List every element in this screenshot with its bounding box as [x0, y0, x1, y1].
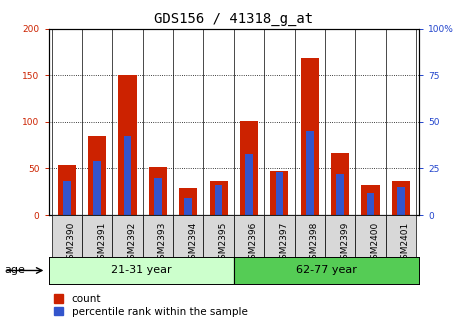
Text: age: age — [5, 265, 25, 276]
Bar — [119, 75, 137, 215]
Bar — [88, 136, 106, 215]
Text: GSM2396: GSM2396 — [249, 221, 258, 265]
FancyBboxPatch shape — [173, 215, 203, 257]
Bar — [63, 180, 71, 215]
Bar — [58, 165, 76, 215]
Bar — [336, 174, 344, 215]
FancyBboxPatch shape — [264, 215, 294, 257]
FancyBboxPatch shape — [386, 215, 416, 257]
Bar — [397, 187, 405, 215]
FancyBboxPatch shape — [52, 215, 82, 257]
Text: GSM2400: GSM2400 — [370, 221, 380, 264]
Bar — [210, 181, 228, 215]
Bar — [149, 167, 167, 215]
Bar — [124, 136, 131, 215]
FancyBboxPatch shape — [325, 215, 355, 257]
Bar — [234, 257, 419, 284]
FancyBboxPatch shape — [113, 215, 143, 257]
Bar — [245, 155, 253, 215]
FancyBboxPatch shape — [203, 215, 234, 257]
Text: GSM2401: GSM2401 — [401, 221, 410, 264]
Text: 62-77 year: 62-77 year — [296, 265, 357, 276]
Bar — [215, 185, 222, 215]
Text: GSM2398: GSM2398 — [310, 221, 319, 265]
Bar — [270, 171, 288, 215]
FancyBboxPatch shape — [294, 215, 325, 257]
Text: GSM2397: GSM2397 — [279, 221, 288, 265]
Bar — [300, 58, 319, 215]
Text: GSM2390: GSM2390 — [67, 221, 76, 265]
Bar — [367, 193, 374, 215]
Bar — [94, 161, 101, 215]
FancyBboxPatch shape — [355, 215, 386, 257]
Title: GDS156 / 41318_g_at: GDS156 / 41318_g_at — [154, 12, 313, 26]
FancyBboxPatch shape — [82, 215, 113, 257]
Bar — [331, 153, 349, 215]
Bar — [361, 185, 380, 215]
Text: GSM2391: GSM2391 — [97, 221, 106, 265]
Text: GSM2392: GSM2392 — [127, 221, 137, 264]
Bar — [179, 188, 197, 215]
Legend: count, percentile rank within the sample: count, percentile rank within the sample — [54, 294, 247, 317]
Bar — [49, 257, 234, 284]
Bar — [154, 178, 162, 215]
Text: GSM2395: GSM2395 — [219, 221, 228, 265]
Text: GSM2399: GSM2399 — [340, 221, 349, 265]
Text: 21-31 year: 21-31 year — [111, 265, 171, 276]
Bar — [306, 131, 313, 215]
Text: GSM2394: GSM2394 — [188, 221, 197, 264]
Text: GSM2393: GSM2393 — [158, 221, 167, 265]
Bar — [184, 198, 192, 215]
Bar — [275, 172, 283, 215]
Bar — [392, 181, 410, 215]
FancyBboxPatch shape — [234, 215, 264, 257]
FancyBboxPatch shape — [143, 215, 173, 257]
Bar — [240, 121, 258, 215]
